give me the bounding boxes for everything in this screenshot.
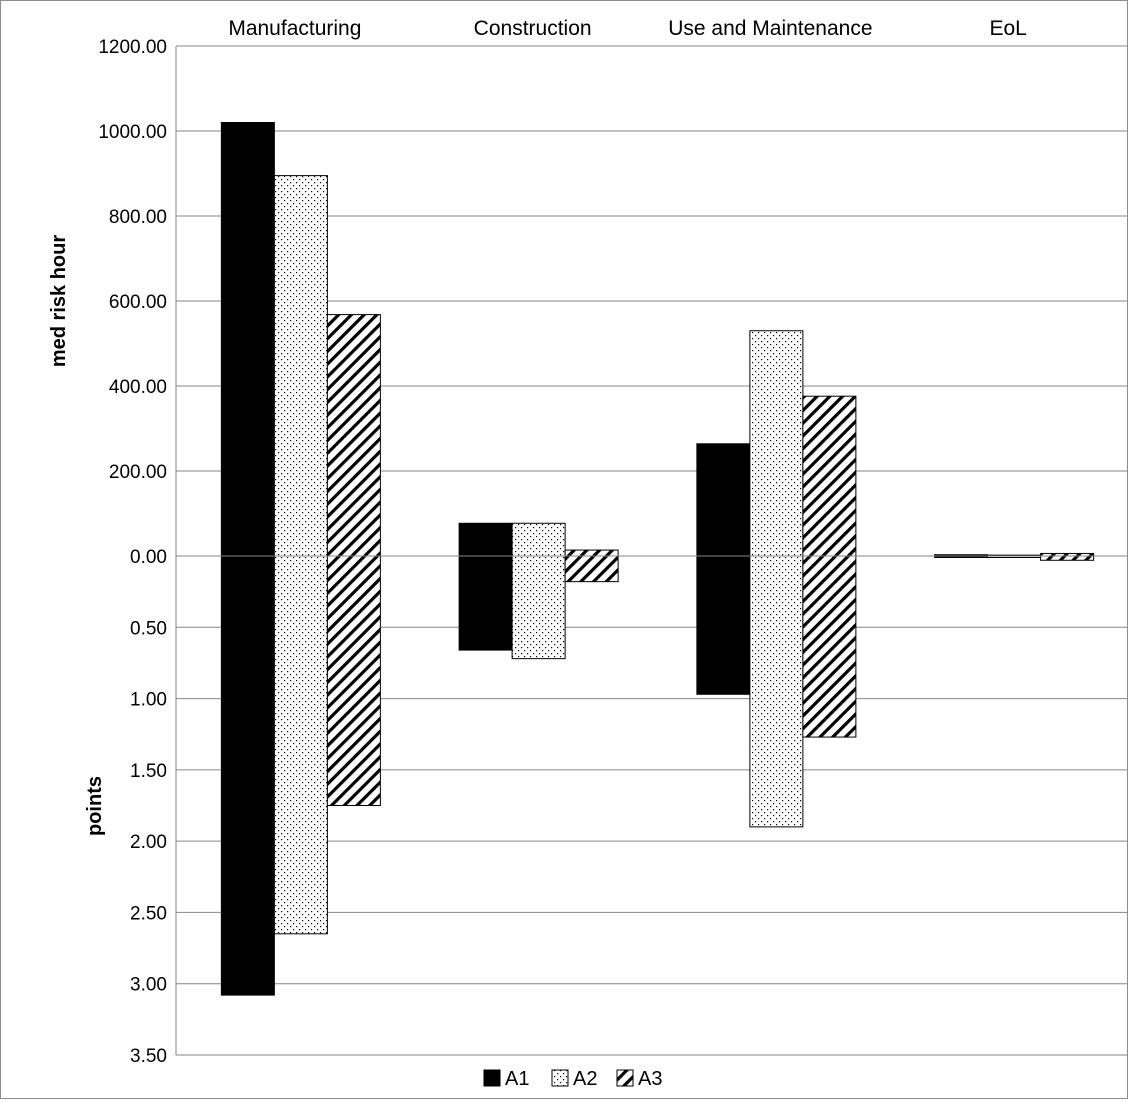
tick-label-upper: 200.00: [109, 462, 167, 483]
tick-label-upper: 400.00: [109, 377, 167, 398]
bar-upper-A1: [458, 522, 513, 557]
category-label: Manufacturing: [228, 17, 361, 40]
tick-label-upper: 1200.00: [98, 37, 167, 58]
bar-upper-A3: [802, 395, 857, 557]
bar-upper-A2: [749, 330, 804, 557]
bar-lower-A3: [326, 555, 381, 806]
legend: A1 A2 A3: [483, 1068, 662, 1090]
bar-upper-A1: [696, 443, 751, 557]
labels: 0.00 200.00 400.00 600.00 800.00 1000.00 1200.…: [48, 17, 1027, 1067]
gridlines: [176, 45, 1127, 1056]
tick-label-lower: 2.00: [130, 832, 167, 853]
legend-swatch-A2: [551, 1069, 569, 1087]
tick-label-lower: 3.50: [130, 1046, 167, 1067]
tick-label-upper: 0.00: [130, 547, 167, 568]
bar-upper-A2: [511, 522, 566, 557]
bar-lower-A2: [749, 555, 804, 828]
bar-upper-A3: [326, 314, 381, 557]
bar-lower-A1: [220, 555, 275, 996]
bar-upper-A2: [273, 175, 328, 557]
y-axis-title-lower: points: [84, 776, 106, 836]
bar-lower-A2: [511, 555, 566, 660]
bar-lower-A3: [802, 555, 857, 738]
bar-lower-A1: [458, 555, 513, 651]
bar-upper-A1: [220, 122, 275, 557]
legend-swatch-A1: [483, 1069, 501, 1087]
tick-label-upper: 800.00: [109, 207, 167, 228]
bar-lower-A1: [696, 555, 751, 695]
tick-label-upper: 1000.00: [98, 122, 167, 143]
y-axis-title-upper: med risk hour: [48, 235, 70, 367]
tick-label-lower: 0.50: [130, 618, 167, 639]
bars: [220, 122, 1095, 996]
tick-label-upper: 600.00: [109, 292, 167, 313]
tick-label-lower: 3.00: [130, 975, 167, 996]
tick-label-lower: 1.00: [130, 690, 167, 711]
legend-label-A3: A3: [638, 1068, 662, 1090]
tick-label-lower: 2.50: [130, 903, 167, 924]
category-label: EoL: [989, 17, 1026, 40]
category-label: Construction: [474, 17, 592, 40]
bar-lower-A3: [564, 555, 619, 583]
category-label: Use and Maintenance: [668, 17, 872, 40]
bar-lower-A3: [1040, 555, 1095, 561]
bar-lower-A2: [273, 555, 328, 935]
bar-upper-A3: [564, 549, 619, 557]
axes: [175, 46, 1127, 1055]
legend-label-A2: A2: [573, 1068, 597, 1090]
tick-label-lower: 1.50: [130, 761, 167, 782]
legend-label-A1: A1: [505, 1068, 529, 1090]
legend-swatch-A3: [616, 1069, 634, 1087]
